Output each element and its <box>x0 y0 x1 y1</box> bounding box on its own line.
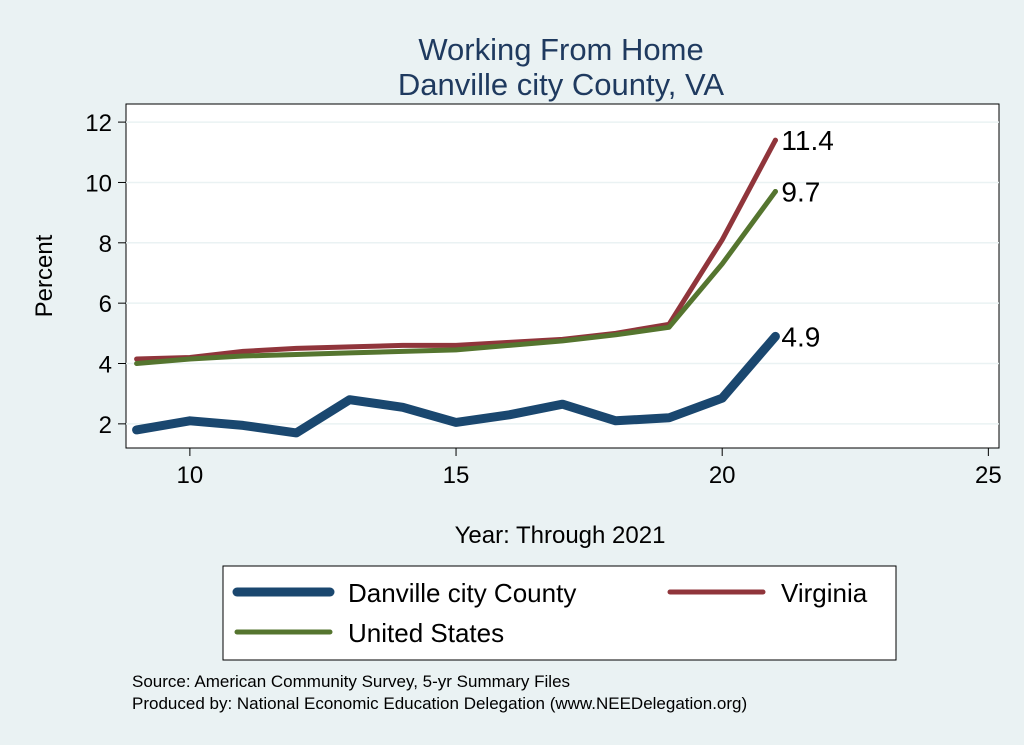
series-line-2 <box>134 189 778 366</box>
legend-label-united-states: United States <box>348 618 504 648</box>
series-end-point-1 <box>772 137 778 143</box>
x-tick-label: 25 <box>975 462 1002 489</box>
x-axis-title: Year: Through 2021 <box>455 522 666 549</box>
y-axis-title: Percent <box>31 234 58 317</box>
y-tick-label: 12 <box>85 110 112 137</box>
axes: 2 4 6 8 10 12 10 15 20 25 <box>85 110 1001 489</box>
end-label-0: 4.9 <box>781 321 820 352</box>
y-tick-label: 8 <box>99 231 112 258</box>
grid <box>126 121 999 425</box>
end-label-1: 11.4 <box>781 125 833 156</box>
producer-line: Produced by: National Economic Education… <box>132 694 747 713</box>
y-tick-label: 4 <box>99 352 112 379</box>
legend-box <box>222 565 897 661</box>
plot-area <box>125 103 1000 449</box>
y-tick-label: 2 <box>99 412 112 439</box>
legend-label-virginia: Virginia <box>781 578 868 608</box>
end-label-2: 9.7 <box>781 177 820 208</box>
chart-subtitle: Danville city County, VA <box>398 67 725 102</box>
y-tick-label: 6 <box>99 291 112 318</box>
chart-title: Working From Home <box>418 32 703 67</box>
series-line-0 <box>132 331 780 438</box>
x-tick-label: 20 <box>709 462 736 489</box>
legend-label-danville: Danville city County <box>348 578 576 608</box>
y-tick-label: 10 <box>85 170 112 197</box>
series-end-point-0 <box>772 333 778 339</box>
x-tick-label: 15 <box>443 462 470 489</box>
source-line: Source: American Community Survey, 5-yr … <box>132 672 570 691</box>
legend: Danville city County Virginia United Sta… <box>222 565 897 661</box>
x-tick-label: 10 <box>177 462 204 489</box>
end-labels: 4.9 11.4 9.7 <box>781 125 833 352</box>
series-layer <box>132 137 780 438</box>
series-end-point-2 <box>772 189 778 195</box>
